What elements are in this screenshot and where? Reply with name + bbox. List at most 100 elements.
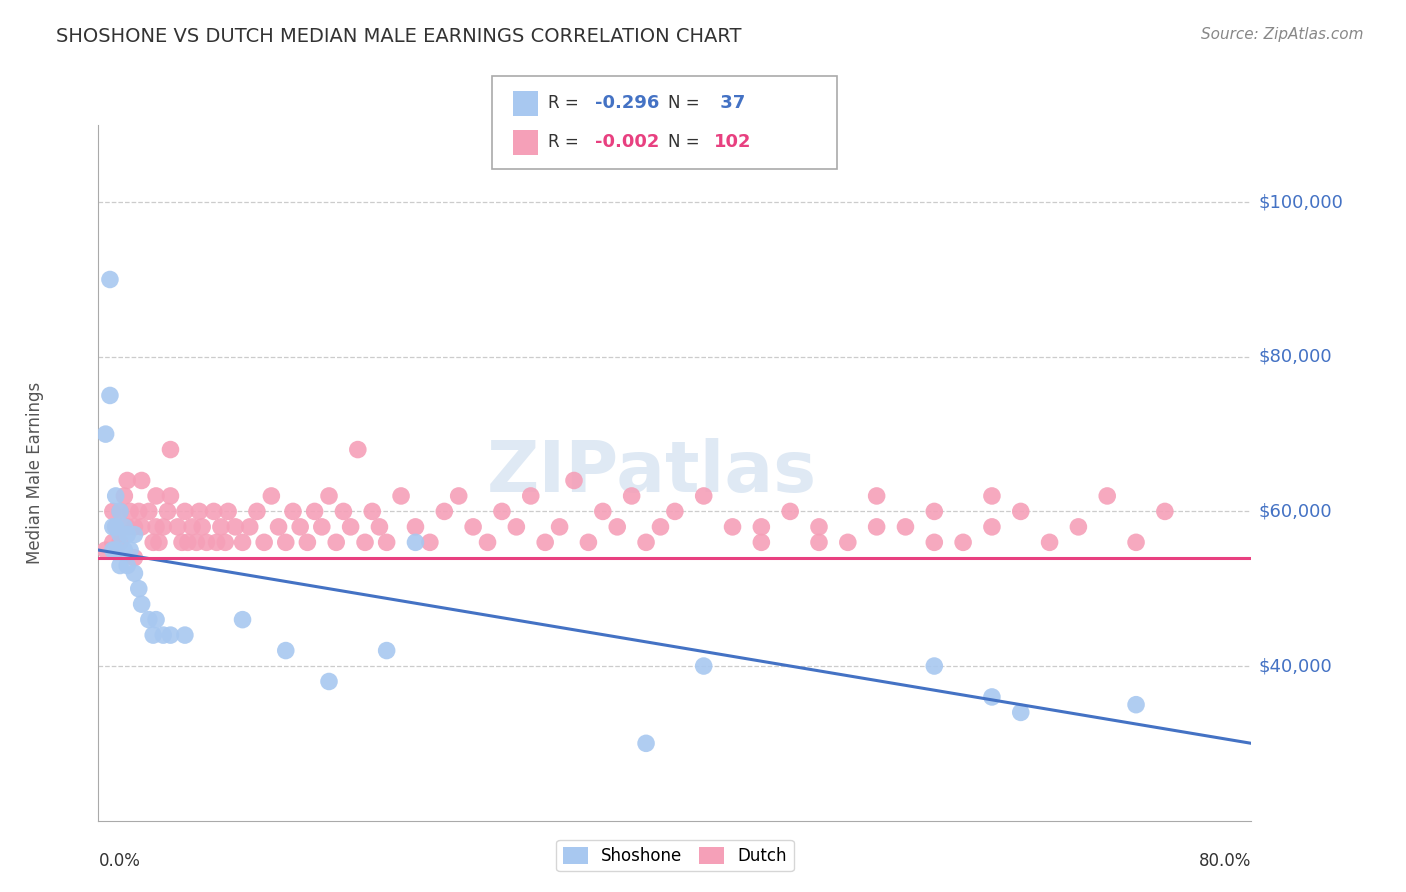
Point xyxy=(721,520,744,534)
Point xyxy=(433,504,456,518)
Point xyxy=(290,520,312,534)
Point xyxy=(195,535,218,549)
Point xyxy=(148,535,170,549)
Point xyxy=(124,550,146,565)
Point xyxy=(981,520,1004,534)
Point xyxy=(239,520,262,534)
Point xyxy=(405,520,427,534)
Point xyxy=(120,504,142,518)
Point xyxy=(108,558,131,573)
Point xyxy=(166,520,188,534)
Text: -0.296: -0.296 xyxy=(595,95,659,112)
Text: 0.0%: 0.0% xyxy=(98,852,141,870)
Point xyxy=(214,535,236,549)
Point xyxy=(389,489,412,503)
Point xyxy=(231,535,254,549)
Point xyxy=(108,504,131,518)
Point xyxy=(174,628,197,642)
Point xyxy=(124,527,146,541)
Point xyxy=(318,489,340,503)
Point xyxy=(188,504,211,518)
Point xyxy=(534,535,557,549)
Point xyxy=(145,520,167,534)
Text: 102: 102 xyxy=(714,133,752,151)
Point xyxy=(156,504,179,518)
Point xyxy=(174,504,197,518)
Point xyxy=(1010,706,1032,720)
Point xyxy=(318,674,340,689)
Point xyxy=(108,535,131,549)
Point xyxy=(952,535,974,549)
Point xyxy=(325,535,347,549)
Point xyxy=(339,520,361,534)
Point xyxy=(592,504,614,518)
Point xyxy=(664,504,686,518)
Point xyxy=(1067,520,1090,534)
Point xyxy=(346,442,368,457)
Point xyxy=(693,659,716,673)
Legend: Shoshone, Dutch: Shoshone, Dutch xyxy=(557,840,793,871)
Point xyxy=(606,520,628,534)
Text: $60,000: $60,000 xyxy=(1258,502,1331,520)
Point xyxy=(217,504,239,518)
Point xyxy=(170,535,193,549)
Point xyxy=(117,527,138,541)
Text: ZIPatlas: ZIPatlas xyxy=(486,438,817,508)
Point xyxy=(807,535,830,549)
Point xyxy=(205,535,228,549)
Point xyxy=(1125,698,1147,712)
Text: $100,000: $100,000 xyxy=(1258,194,1343,211)
Point xyxy=(138,613,160,627)
Point xyxy=(104,520,127,534)
Point xyxy=(260,489,283,503)
Point xyxy=(112,489,135,503)
Point xyxy=(693,489,716,503)
Point xyxy=(246,504,269,518)
Point xyxy=(253,535,276,549)
Point xyxy=(1038,535,1062,549)
Point xyxy=(98,388,121,402)
Point xyxy=(152,628,174,642)
Point xyxy=(354,535,377,549)
Text: R =: R = xyxy=(548,95,585,112)
Text: SHOSHONE VS DUTCH MEDIAN MALE EARNINGS CORRELATION CHART: SHOSHONE VS DUTCH MEDIAN MALE EARNINGS C… xyxy=(56,27,742,45)
Point xyxy=(101,504,124,518)
Point xyxy=(281,504,304,518)
Point xyxy=(636,736,658,750)
Point xyxy=(131,597,153,611)
Text: 80.0%: 80.0% xyxy=(1199,852,1251,870)
Point xyxy=(104,520,127,534)
Point xyxy=(620,489,643,503)
Point xyxy=(419,535,441,549)
Point xyxy=(128,504,150,518)
Point xyxy=(209,520,232,534)
Text: $40,000: $40,000 xyxy=(1258,657,1331,675)
Point xyxy=(131,474,153,488)
Point xyxy=(224,520,246,534)
Point xyxy=(112,520,135,534)
Point xyxy=(186,535,208,549)
Point xyxy=(145,613,167,627)
Point xyxy=(104,543,127,558)
Point xyxy=(562,474,585,488)
Text: R =: R = xyxy=(548,133,585,151)
Point xyxy=(779,504,801,518)
Point xyxy=(131,520,153,534)
Point xyxy=(159,628,181,642)
Point xyxy=(1097,489,1119,503)
Point xyxy=(751,520,773,534)
Point xyxy=(375,643,398,657)
Point xyxy=(311,520,333,534)
Point xyxy=(108,527,131,541)
Point xyxy=(405,535,427,549)
Point xyxy=(128,582,150,596)
Point xyxy=(894,520,917,534)
Point xyxy=(191,520,214,534)
Point xyxy=(98,272,121,286)
Point xyxy=(231,613,254,627)
Point xyxy=(578,535,600,549)
Point xyxy=(304,504,326,518)
Point xyxy=(375,535,398,549)
Point xyxy=(461,520,484,534)
Point xyxy=(866,520,889,534)
